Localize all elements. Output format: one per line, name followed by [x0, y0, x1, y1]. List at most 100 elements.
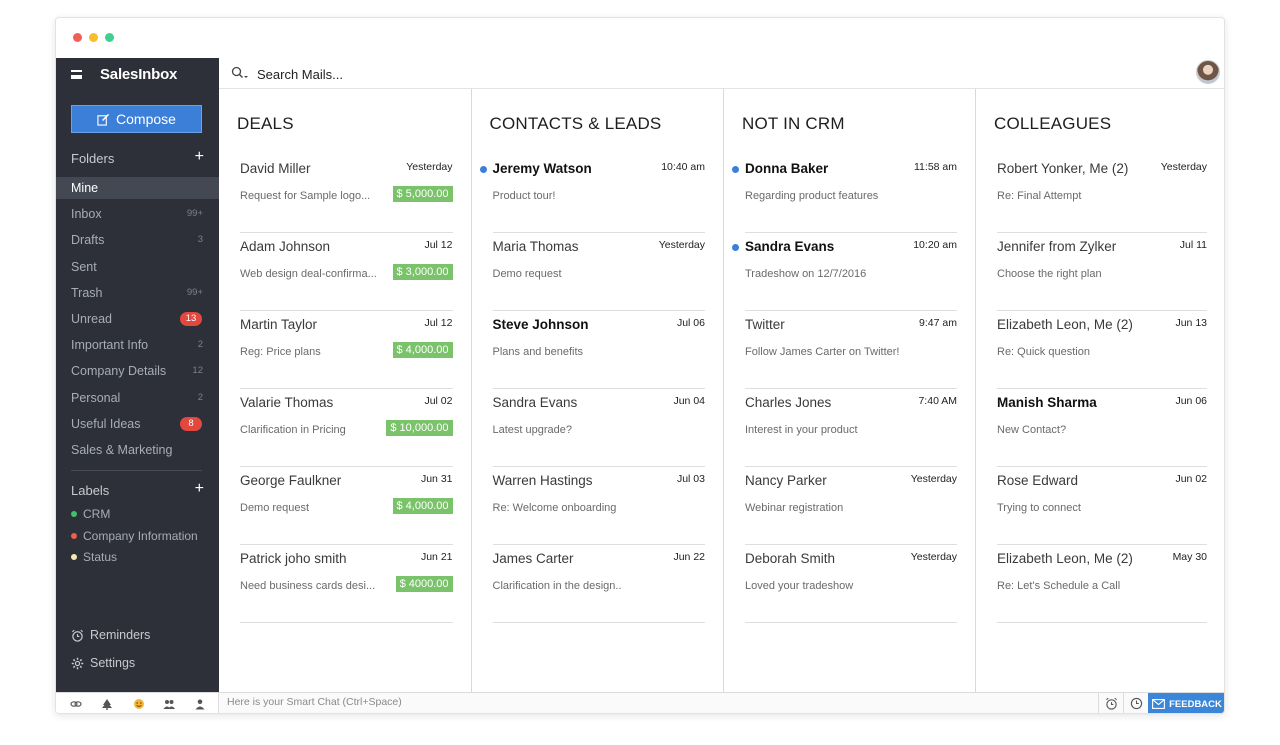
mail-time: Jun 31: [420, 473, 453, 485]
folders-heading: Folders +: [71, 148, 204, 166]
sender-name: Deborah Smith: [745, 551, 836, 566]
settings-link[interactable]: Settings: [71, 656, 135, 670]
folder-label: Company Details: [71, 364, 167, 379]
label-name: Status: [83, 550, 118, 564]
folder-item[interactable]: Trash 99+: [56, 282, 219, 304]
mail-row[interactable]: Maria Thomas Yesterday Demo request: [492, 233, 705, 311]
contacts-icon[interactable]: [163, 698, 175, 710]
mail-time: Jul 12: [424, 317, 453, 329]
user-avatar[interactable]: [1196, 60, 1220, 84]
mail-row[interactable]: Deborah Smith Yesterday Loved your tradesh…: [745, 545, 957, 623]
search-icon[interactable]: [231, 66, 249, 80]
sender-name: Sandra Evans: [745, 239, 835, 254]
mail-row[interactable]: Donna Baker 11:58 am Regarding product fea…: [732, 155, 957, 233]
mail-time: Jun 21: [420, 551, 453, 563]
label-item[interactable]: CRM: [71, 507, 110, 521]
mail-row[interactable]: Sandra Evans 10:20 am Tradeshow on 12/7/20…: [732, 233, 957, 311]
mail-subject: Re: Let's Schedule a Call: [997, 580, 1121, 592]
mail-row[interactable]: Jeremy Watson 10:40 am Product tour!: [479, 155, 705, 233]
folder-item[interactable]: Useful Ideas 8: [56, 413, 219, 435]
folder-label: Useful Ideas: [71, 416, 141, 431]
close-window-button[interactable]: [73, 33, 82, 42]
smart-chat-input[interactable]: Here is your Smart Chat (Ctrl+Space): [227, 696, 402, 708]
link-icon[interactable]: [70, 698, 82, 710]
folder-item[interactable]: Sent: [56, 256, 219, 278]
sender-name: Warren Hastings: [492, 473, 593, 488]
folder-item[interactable]: Company Details 12: [56, 360, 219, 382]
unread-dot: [732, 166, 739, 173]
folder-item[interactable]: Mine: [56, 177, 219, 199]
folder-item[interactable]: Drafts 3: [56, 229, 219, 251]
folders-heading-label: Folders: [71, 151, 115, 166]
mail-row[interactable]: Martin Taylor Jul 12 Reg: Price plans $ 4,0…: [240, 311, 453, 389]
mail-row[interactable]: Robert Yonker, Me (2) Yesterday Re: Final …: [997, 155, 1207, 233]
sender-name: Maria Thomas: [492, 239, 579, 254]
mail-row[interactable]: Warren Hastings Jul 03 Re: Welcome onboard…: [492, 467, 705, 545]
mail-subject: Reg: Price plans: [240, 346, 321, 358]
mail-time: 10:40 am: [661, 161, 705, 173]
mail-row[interactable]: Patrick joho smith Jun 21 Need business ca…: [240, 545, 453, 623]
mail-subject: Clarification in the design..: [492, 580, 622, 592]
alarm-button[interactable]: [1098, 693, 1123, 713]
mail-subject: Tradeshow on 12/7/2016: [745, 268, 867, 280]
app-window: SalesInbox Compose Folders + Mine Inbox 99…: [55, 17, 1225, 714]
mail-row[interactable]: Valarie Thomas Jul 02 Clarification in Pri…: [240, 389, 453, 467]
mail-row[interactable]: Rose Edward Jun 02 Trying to connect: [997, 467, 1207, 545]
unread-badge: 13: [180, 312, 202, 326]
label-item[interactable]: Company Information: [71, 529, 198, 543]
mail-row[interactable]: James Carter Jun 22 Clarification in the d…: [492, 545, 705, 623]
mail-row[interactable]: Nancy Parker Yesterday Webinar registratio…: [745, 467, 957, 545]
sender-name: George Faulkner: [240, 473, 342, 488]
mail-row[interactable]: Sandra Evans Jun 04 Latest upgrade?: [492, 389, 705, 467]
mail-row[interactable]: Manish Sharma Jun 06 New Contact?: [997, 389, 1207, 467]
add-folder-icon[interactable]: +: [194, 148, 204, 165]
folder-item[interactable]: Important Info 2: [56, 334, 219, 356]
person-icon[interactable]: [194, 698, 206, 710]
hamburger-menu-icon[interactable]: [71, 70, 82, 79]
tree-icon[interactable]: [101, 698, 113, 710]
search-input[interactable]: [257, 64, 657, 84]
clock-button[interactable]: [1123, 693, 1148, 713]
folder-item[interactable]: Sales & Marketing: [56, 439, 219, 461]
sender-name: Nancy Parker: [745, 473, 827, 488]
mail-row[interactable]: Twitter 9:47 am Follow James Carter on Twi…: [745, 311, 957, 389]
mail-subject: Choose the right plan: [997, 268, 1102, 280]
mail-time: Jun 02: [1175, 473, 1207, 485]
sender-name: Twitter: [745, 317, 785, 332]
sender-name: David Miller: [240, 161, 311, 176]
minimize-window-button[interactable]: [89, 33, 98, 42]
mail-row[interactable]: Elizabeth Leon, Me (2) May 30 Re: Let's Sc…: [997, 545, 1207, 623]
emoji-icon[interactable]: [133, 698, 145, 710]
mail-row[interactable]: David Miller Yesterday Request for Sample …: [240, 155, 453, 233]
folder-count: 12: [192, 365, 203, 377]
mail-time: Jul 06: [676, 317, 705, 329]
compose-label: Compose: [116, 111, 176, 127]
mail-subject: Web design deal-confirma...: [240, 268, 377, 280]
add-label-icon[interactable]: +: [194, 480, 204, 497]
compose-button[interactable]: Compose: [71, 105, 202, 133]
mail-subject: Request for Sample logo...: [240, 190, 371, 202]
folder-item[interactable]: Unread 13: [56, 308, 219, 330]
mail-row[interactable]: Elizabeth Leon, Me (2) Jun 13 Re: Quick qu…: [997, 311, 1207, 389]
mail-row[interactable]: Steve Johnson Jul 06 Plans and benefits: [492, 311, 705, 389]
feedback-button[interactable]: FEEDBACK: [1148, 693, 1224, 713]
label-item[interactable]: Status: [71, 550, 117, 564]
sender-name: Sandra Evans: [492, 395, 578, 410]
maximize-window-button[interactable]: [105, 33, 114, 42]
sender-name: James Carter: [492, 551, 574, 566]
mail-row[interactable]: Adam Johnson Jul 12 Web design deal-confir…: [240, 233, 453, 311]
mail-row[interactable]: Charles Jones 7:40 AM Interest in your pro…: [745, 389, 957, 467]
mail-time: Jul 11: [1179, 239, 1207, 251]
mail-icon: [1152, 699, 1166, 709]
mail-row[interactable]: George Faulkner Jun 31 Demo request $ 4,000…: [240, 467, 453, 545]
sender-name: Donna Baker: [745, 161, 829, 176]
mail-row[interactable]: Jennifer from Zylker Jul 11 Choose the rig…: [997, 233, 1207, 311]
folder-item[interactable]: Inbox 99+: [56, 203, 219, 225]
column-title: CONTACTS & LEADS: [489, 114, 662, 133]
alarm-clock-icon: [72, 629, 83, 642]
reminders-link[interactable]: Reminders: [71, 628, 150, 642]
folder-item[interactable]: Personal 2: [56, 387, 219, 409]
feedback-label: FEEDBACK: [1169, 698, 1222, 710]
sender-name: Steve Johnson: [492, 317, 589, 332]
mail-subject: Re: Quick question: [997, 346, 1090, 358]
